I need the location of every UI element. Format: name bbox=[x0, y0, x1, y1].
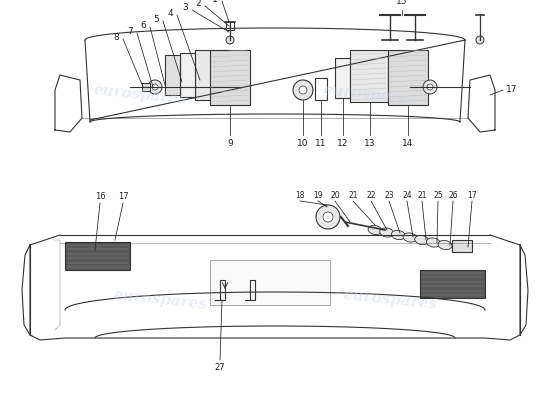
Text: 7: 7 bbox=[127, 26, 133, 36]
Circle shape bbox=[293, 80, 313, 100]
Text: 3: 3 bbox=[182, 4, 188, 12]
Bar bbox=[315, 78, 327, 100]
Ellipse shape bbox=[379, 228, 394, 237]
Text: 27: 27 bbox=[214, 363, 225, 372]
Bar bbox=[65, 242, 130, 270]
Circle shape bbox=[423, 80, 437, 94]
Text: eurospares: eurospares bbox=[112, 288, 208, 312]
Bar bbox=[335, 58, 350, 98]
Text: 17: 17 bbox=[467, 191, 477, 200]
Bar bbox=[350, 50, 388, 102]
Text: 4: 4 bbox=[167, 8, 173, 18]
Text: 12: 12 bbox=[337, 139, 349, 148]
Text: eurospares: eurospares bbox=[92, 83, 188, 107]
Text: 17: 17 bbox=[118, 192, 128, 201]
Text: 2: 2 bbox=[195, 0, 201, 8]
Bar bbox=[210, 260, 330, 305]
Text: 16: 16 bbox=[95, 192, 105, 201]
Ellipse shape bbox=[368, 226, 382, 234]
Circle shape bbox=[299, 86, 307, 94]
Ellipse shape bbox=[415, 236, 428, 244]
Text: 24: 24 bbox=[402, 191, 412, 200]
Text: 18: 18 bbox=[295, 191, 305, 200]
Text: 15: 15 bbox=[396, 0, 408, 6]
Ellipse shape bbox=[438, 240, 452, 250]
Bar bbox=[180, 53, 195, 97]
Text: 26: 26 bbox=[448, 191, 458, 200]
Bar bbox=[452, 240, 472, 252]
Circle shape bbox=[152, 84, 158, 90]
Bar bbox=[165, 55, 180, 95]
Text: eurospares: eurospares bbox=[322, 83, 417, 107]
Text: 1: 1 bbox=[212, 0, 218, 4]
Text: 13: 13 bbox=[364, 139, 376, 148]
FancyBboxPatch shape bbox=[195, 50, 230, 100]
Text: 11: 11 bbox=[315, 139, 327, 148]
Text: 22: 22 bbox=[366, 191, 376, 200]
Bar bbox=[388, 50, 428, 105]
Bar bbox=[420, 270, 485, 298]
Circle shape bbox=[148, 80, 162, 94]
Bar bbox=[142, 83, 150, 91]
Circle shape bbox=[316, 205, 340, 229]
Ellipse shape bbox=[426, 238, 440, 247]
Bar bbox=[210, 50, 250, 105]
Circle shape bbox=[476, 36, 484, 44]
Bar bbox=[0, 0, 550, 200]
Text: 6: 6 bbox=[140, 20, 146, 30]
Text: 21: 21 bbox=[417, 191, 427, 200]
Text: 5: 5 bbox=[153, 14, 159, 24]
Ellipse shape bbox=[392, 230, 405, 240]
Text: 25: 25 bbox=[433, 191, 443, 200]
Ellipse shape bbox=[403, 233, 417, 242]
Text: 10: 10 bbox=[297, 139, 309, 148]
Text: 17: 17 bbox=[506, 86, 518, 94]
Bar bbox=[0, 200, 550, 400]
Circle shape bbox=[427, 84, 433, 90]
Text: 14: 14 bbox=[402, 139, 414, 148]
Text: eurospares: eurospares bbox=[342, 288, 438, 312]
Text: 21: 21 bbox=[348, 191, 358, 200]
Bar bbox=[226, 22, 234, 30]
Text: 20: 20 bbox=[330, 191, 340, 200]
Text: 19: 19 bbox=[313, 191, 323, 200]
Circle shape bbox=[323, 212, 333, 222]
Text: 9: 9 bbox=[227, 139, 233, 148]
Circle shape bbox=[226, 36, 234, 44]
Text: 8: 8 bbox=[113, 32, 119, 42]
Text: 23: 23 bbox=[384, 191, 394, 200]
